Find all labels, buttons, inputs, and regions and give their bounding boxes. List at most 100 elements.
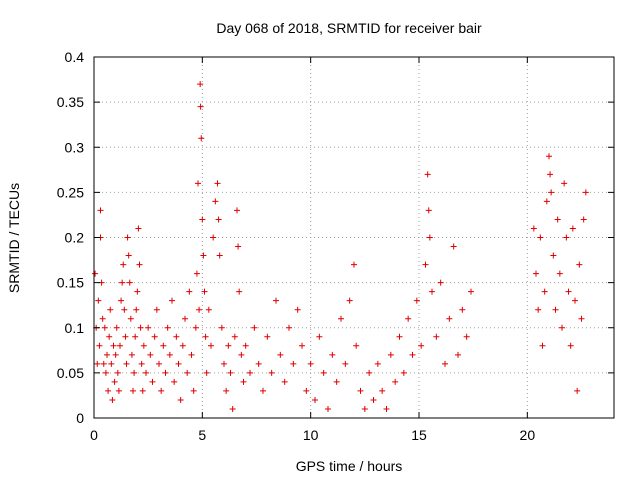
data-point (546, 153, 552, 160)
data-point (173, 333, 180, 340)
data-point (124, 234, 131, 241)
data-point (240, 378, 247, 385)
y-tick-label: 0.05 (57, 365, 84, 381)
data-point (121, 306, 128, 313)
data-point (346, 297, 353, 304)
data-point (437, 279, 444, 286)
data-point (559, 324, 565, 331)
y-tick-label: 0.3 (65, 139, 85, 155)
data-point (105, 387, 112, 394)
data-point (338, 315, 344, 322)
data-point (260, 387, 266, 394)
data-point (238, 351, 245, 358)
data-point (303, 387, 310, 394)
data-point (196, 306, 203, 313)
data-point (203, 369, 210, 376)
data-point (351, 261, 357, 268)
data-point (197, 103, 204, 110)
data-point (541, 288, 548, 295)
data-point (572, 297, 578, 304)
data-point (424, 171, 431, 178)
data-point (122, 333, 129, 340)
data-point (162, 369, 169, 376)
y-tick-label: 0.25 (57, 184, 84, 200)
data-point (342, 360, 349, 367)
data-point (94, 360, 101, 367)
data-point (143, 369, 149, 376)
data-point (123, 360, 130, 367)
data-point (316, 333, 323, 340)
data-point (383, 405, 390, 412)
data-point (426, 234, 433, 241)
data-point (290, 360, 297, 367)
data-point (134, 288, 141, 295)
data-point (422, 261, 429, 268)
data-point (235, 243, 242, 250)
chart-title: Day 068 of 2018, SRMTID for receiver bai… (216, 20, 482, 36)
data-point (96, 342, 103, 349)
data-point (325, 405, 331, 412)
y-tick-label: 0 (76, 410, 84, 426)
data-point (221, 360, 227, 367)
data-point (169, 297, 175, 304)
data-point (195, 180, 201, 187)
y-tick-label: 0.35 (57, 94, 84, 110)
data-point (273, 297, 279, 304)
x-axis-label: GPS time / hours (296, 458, 403, 474)
data-point (236, 288, 243, 295)
data-point (160, 342, 167, 349)
data-point (114, 369, 121, 376)
data-point (264, 333, 271, 340)
x-tick-label: 20 (520, 427, 536, 443)
data-point (294, 306, 301, 313)
data-point (107, 306, 114, 313)
data-point (137, 324, 144, 331)
data-point (366, 369, 373, 376)
data-point (133, 306, 140, 313)
data-point (111, 378, 118, 385)
data-point (190, 387, 197, 394)
data-point (392, 378, 399, 385)
data-point (277, 351, 284, 358)
data-point (131, 369, 138, 376)
data-point (100, 360, 107, 367)
data-point (113, 324, 120, 331)
data-point (556, 270, 563, 277)
data-point (580, 216, 587, 223)
data-point (361, 405, 368, 412)
x-tick-label: 15 (411, 427, 427, 443)
data-point (201, 288, 208, 295)
data-point (405, 315, 412, 322)
data-point (446, 315, 453, 322)
data-point (164, 324, 171, 331)
data-point (145, 324, 152, 331)
data-point (400, 369, 407, 376)
x-tick-label: 0 (90, 427, 98, 443)
data-point (166, 351, 173, 358)
data-point (357, 387, 364, 394)
data-point (127, 315, 134, 322)
data-point (199, 216, 206, 223)
data-point (192, 324, 199, 331)
data-point (117, 342, 123, 349)
data-point (539, 342, 546, 349)
data-point (569, 225, 576, 232)
x-tick-label: 10 (303, 427, 319, 443)
data-point (561, 180, 568, 187)
data-point (186, 288, 193, 295)
data-point (242, 342, 249, 349)
data-point (210, 234, 217, 241)
data-point (193, 270, 200, 277)
data-point (396, 333, 403, 340)
data-point (216, 252, 223, 259)
data-point (140, 342, 147, 349)
x-tick-label: 5 (198, 427, 206, 443)
data-point (153, 306, 160, 313)
data-point (97, 207, 104, 214)
x-axis-ticks: 0 5 10 15 20 (90, 57, 535, 443)
data-point (565, 288, 572, 295)
data-point (92, 270, 99, 277)
data-point (158, 387, 165, 394)
data-point (120, 261, 127, 268)
